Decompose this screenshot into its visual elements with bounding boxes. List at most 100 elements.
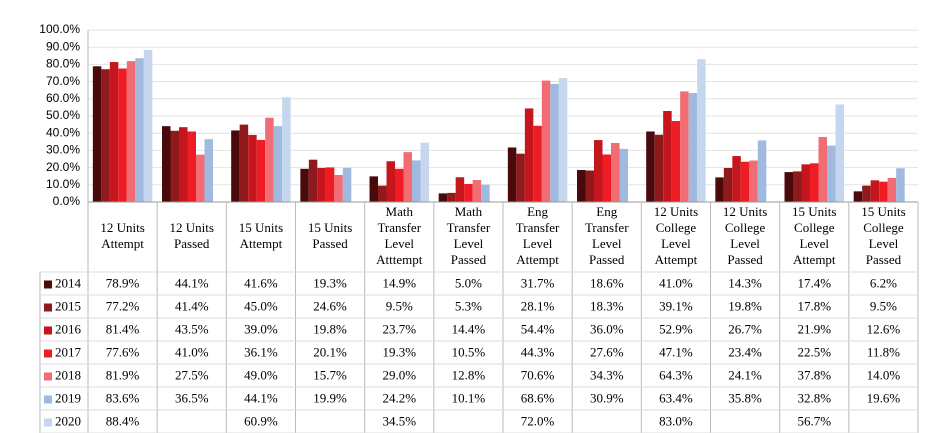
table-value: 68.6% xyxy=(521,390,555,405)
table-value: 21.9% xyxy=(797,321,831,336)
bar xyxy=(715,177,724,202)
bar xyxy=(411,160,421,202)
bar xyxy=(342,167,352,202)
table-value: 37.8% xyxy=(797,367,831,382)
table-value: 19.3% xyxy=(313,275,347,290)
bar xyxy=(533,125,542,202)
bar xyxy=(256,139,266,202)
table-value: 19.8% xyxy=(728,298,762,313)
table-value: 24.6% xyxy=(313,298,347,313)
legend-swatch xyxy=(44,349,52,358)
bar xyxy=(282,97,291,202)
legend-label: 2014 xyxy=(55,275,82,290)
bar xyxy=(464,183,473,202)
bar xyxy=(723,167,733,202)
bar xyxy=(826,145,836,202)
table-value: 27.6% xyxy=(590,344,624,359)
table-value: 36.1% xyxy=(244,344,278,359)
legend-label: 2020 xyxy=(55,413,81,428)
y-tick-label: 30.0% xyxy=(46,143,80,157)
y-tick-label: 90.0% xyxy=(46,39,80,53)
category-label: 12 Units xyxy=(654,204,698,219)
category-label: Transfer xyxy=(377,220,421,235)
table-value: 32.8% xyxy=(797,390,831,405)
table-value: 28.1% xyxy=(521,298,555,313)
table-value: 11.8% xyxy=(867,344,900,359)
category-label: Passed xyxy=(727,252,763,267)
category-label: Passed xyxy=(589,252,625,267)
table-value: 14.4% xyxy=(452,321,486,336)
y-tick-label: 20.0% xyxy=(46,160,80,174)
category-label: College xyxy=(794,220,835,235)
bar xyxy=(378,185,387,202)
category-label: Attempt xyxy=(101,236,144,251)
table-value: 39.1% xyxy=(659,298,693,313)
table-value: 78.9% xyxy=(106,275,140,290)
bar xyxy=(455,177,465,202)
bar xyxy=(663,111,672,202)
category-label: Passed xyxy=(174,236,210,251)
bar xyxy=(646,131,655,202)
category-label: Level xyxy=(454,236,484,251)
legend-label: 2018 xyxy=(55,367,81,382)
bar xyxy=(862,185,871,202)
table-value: 70.6% xyxy=(521,367,555,382)
table-value: 24.1% xyxy=(728,367,762,382)
table-value: 22.5% xyxy=(797,344,831,359)
table-value: 34.3% xyxy=(590,367,624,382)
table-value: 19.9% xyxy=(313,390,347,405)
table-value: 18.3% xyxy=(590,298,624,313)
bar xyxy=(732,156,741,202)
table-value: 63.4% xyxy=(659,390,693,405)
bar xyxy=(853,191,863,202)
bar xyxy=(101,69,110,202)
bar xyxy=(334,174,343,202)
table-value: 9.5% xyxy=(386,298,413,313)
table-value: 88.4% xyxy=(106,413,140,428)
category-label: Passed xyxy=(312,236,348,251)
bar xyxy=(887,177,897,202)
category-label: Level xyxy=(384,236,414,251)
bar xyxy=(386,161,396,202)
bar xyxy=(420,142,429,202)
bar xyxy=(118,68,127,202)
table-value: 44.3% xyxy=(521,344,555,359)
table-value: 26.7% xyxy=(728,321,762,336)
bar xyxy=(784,172,794,202)
bar xyxy=(577,170,586,202)
table-value: 5.3% xyxy=(455,298,482,313)
category-label: 15 Units xyxy=(308,220,352,235)
table-value: 41.0% xyxy=(175,344,209,359)
category-label: College xyxy=(656,220,697,235)
table-value: 6.2% xyxy=(870,275,897,290)
table-value: 35.8% xyxy=(728,390,762,405)
bar xyxy=(671,120,681,202)
table-value: 44.1% xyxy=(244,390,278,405)
table-value: 36.5% xyxy=(175,390,209,405)
table-value: 30.9% xyxy=(590,390,624,405)
bar xyxy=(619,148,628,202)
category-label: College xyxy=(725,220,766,235)
table-value: 43.5% xyxy=(175,321,209,336)
table-value: 19.6% xyxy=(867,390,901,405)
table-value: 24.2% xyxy=(382,390,416,405)
bar xyxy=(143,49,153,203)
legend-label: 2019 xyxy=(55,390,81,405)
bar xyxy=(541,80,551,202)
bar xyxy=(558,78,568,202)
category-label: Math xyxy=(455,204,483,219)
bar xyxy=(793,171,802,202)
bar xyxy=(585,170,595,202)
bar xyxy=(472,179,482,202)
table-value: 14.9% xyxy=(382,275,416,290)
category-label: 12 Units xyxy=(723,204,767,219)
table-value: 41.6% xyxy=(244,275,278,290)
table-value: 77.2% xyxy=(106,298,140,313)
category-label: 12 Units xyxy=(170,220,214,235)
bar xyxy=(395,168,404,202)
legend-swatch xyxy=(44,303,52,312)
table-value: 15.7% xyxy=(313,367,347,382)
bar xyxy=(126,61,136,202)
y-tick-label: 60.0% xyxy=(46,91,80,105)
